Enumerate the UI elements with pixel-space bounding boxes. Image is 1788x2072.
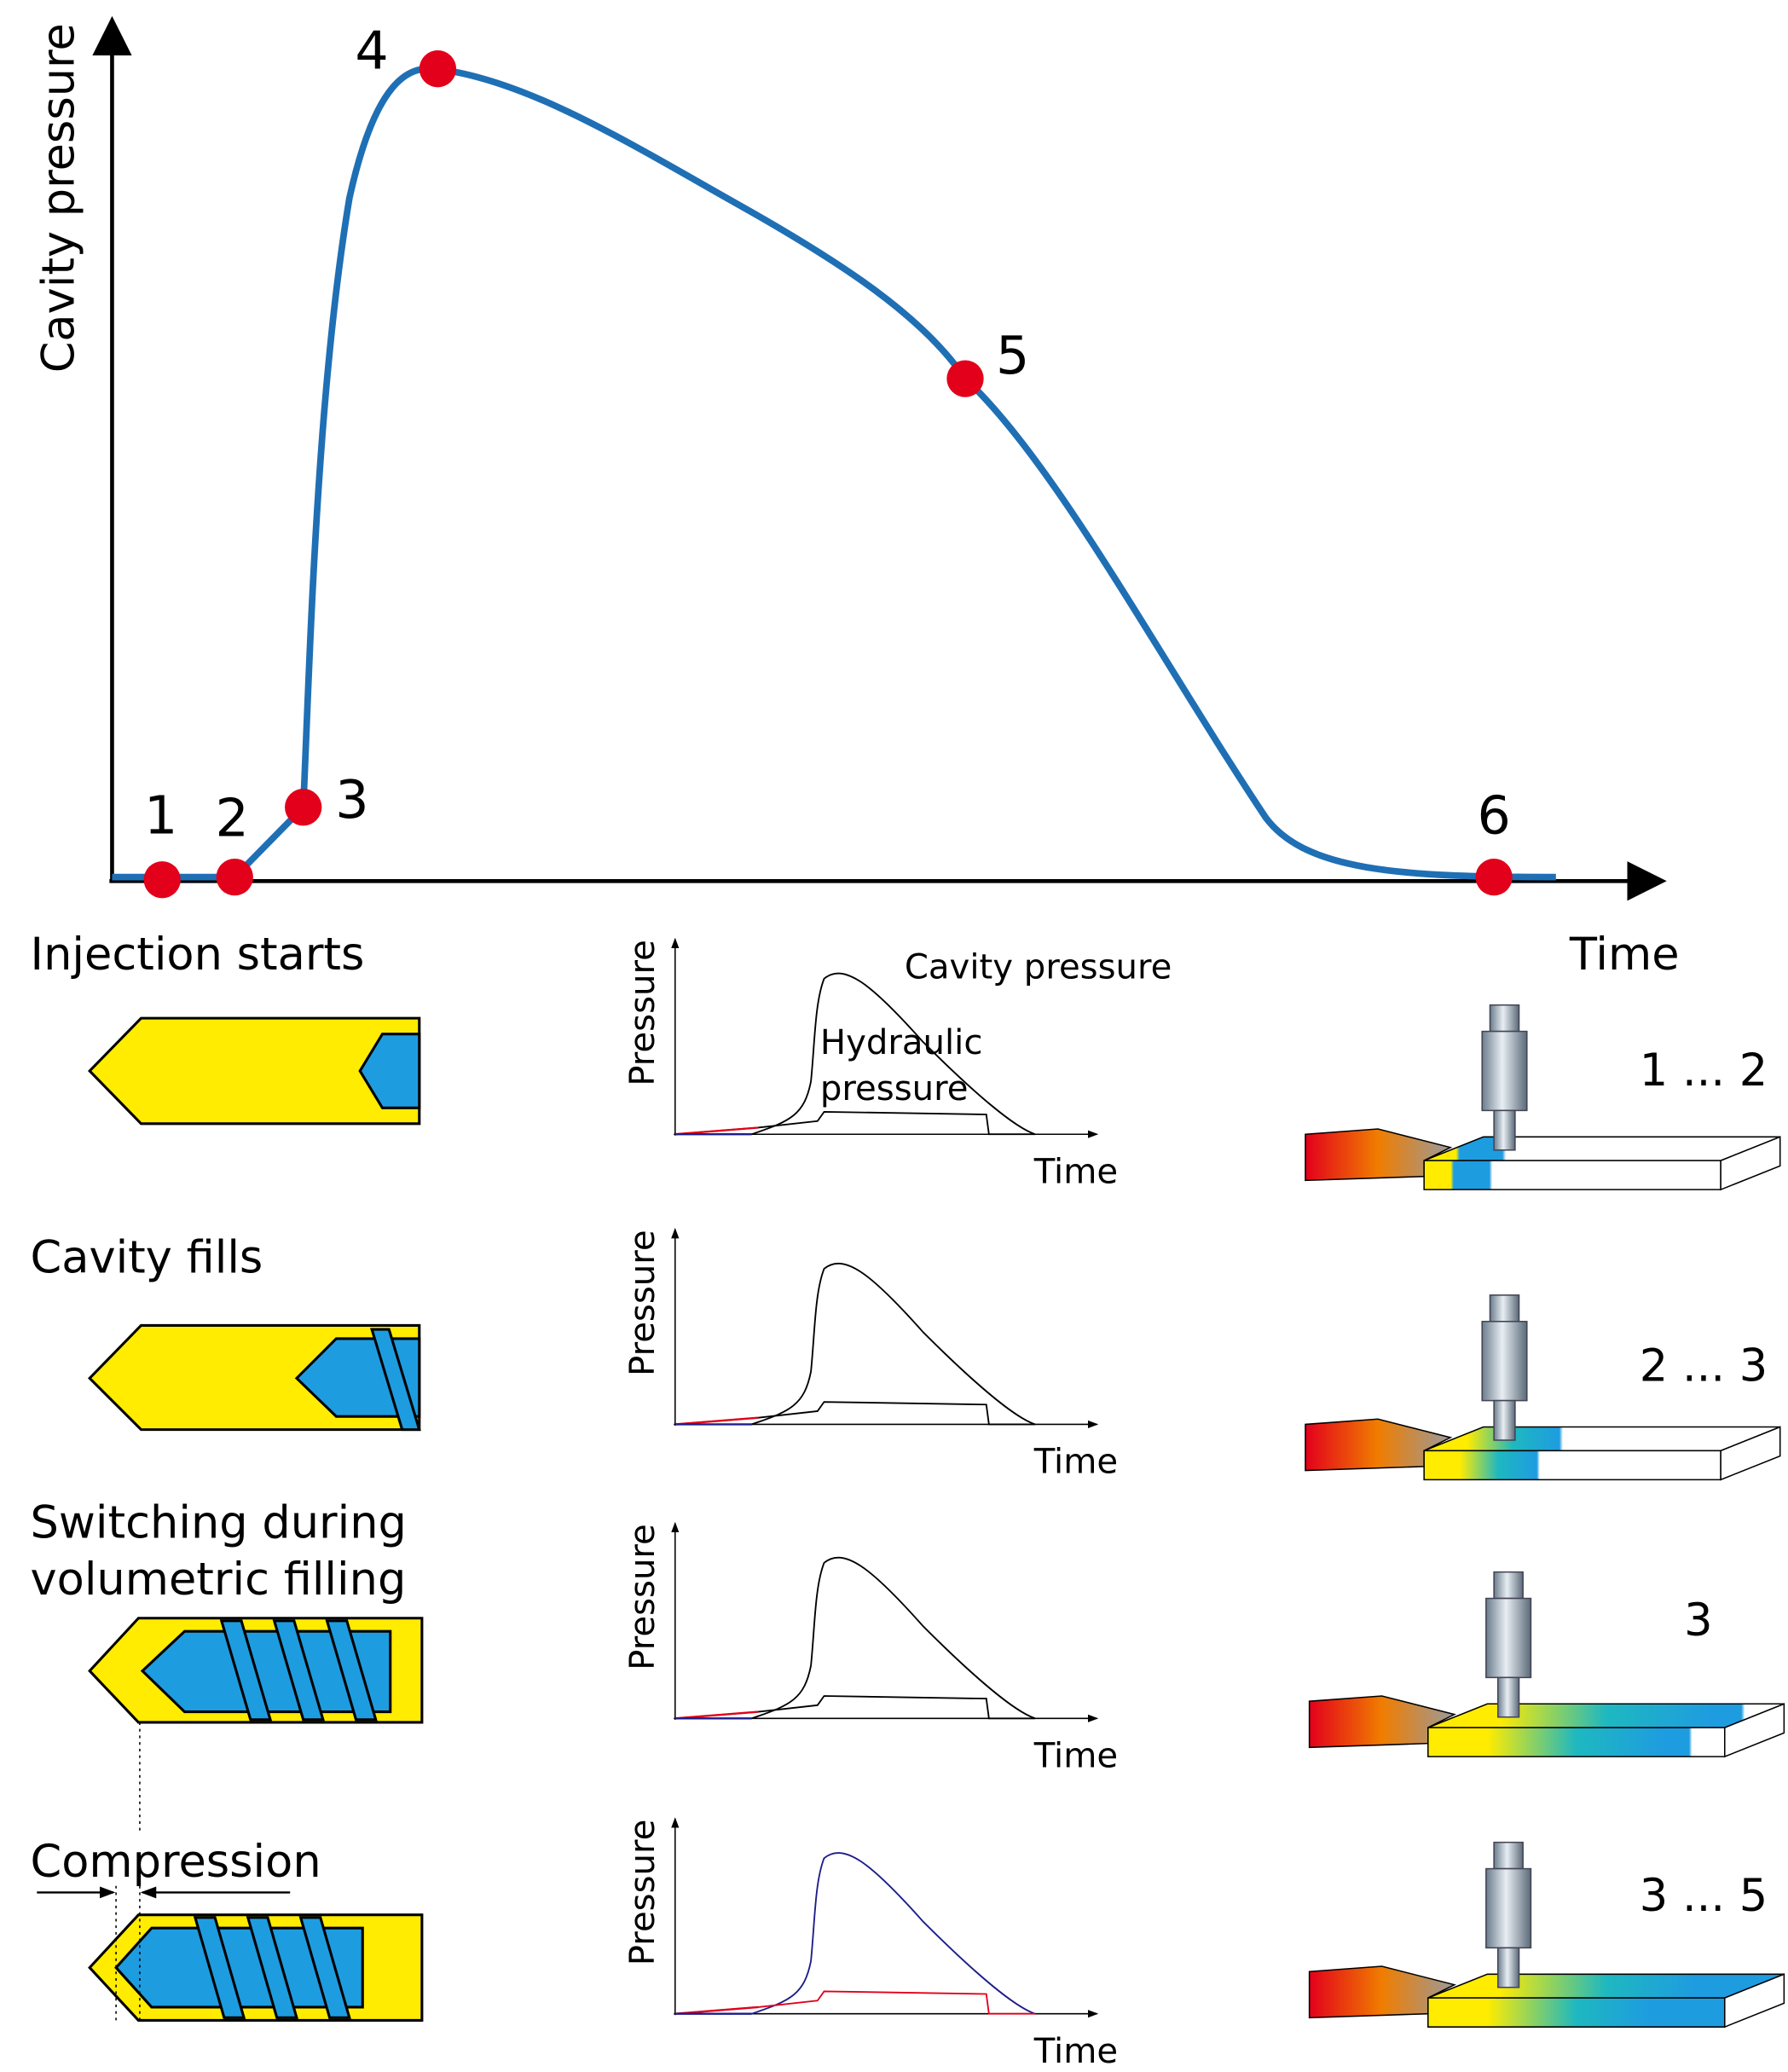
point-label: 1 bbox=[144, 785, 177, 847]
main-chart: Cavity pressure Time 1 2 3 4 5 6 bbox=[33, 20, 1680, 981]
diagram: Cavity pressure Time 1 2 3 4 5 6 Injecti… bbox=[0, 0, 1788, 2072]
y-axis-label: Pressure bbox=[623, 940, 663, 1086]
cavity-top bbox=[1424, 1427, 1780, 1451]
point-label: 2 bbox=[215, 788, 248, 849]
cavity-front bbox=[1424, 1160, 1721, 1189]
stage-label: Compression bbox=[31, 1836, 321, 1888]
cavity-front bbox=[1428, 1998, 1725, 2027]
sensor-tip bbox=[1494, 1110, 1515, 1149]
point-label: 6 bbox=[1477, 785, 1510, 847]
point bbox=[217, 859, 253, 895]
stage-label: Injection starts bbox=[31, 929, 365, 981]
sensor-body bbox=[1486, 1599, 1531, 1678]
sensor-head bbox=[1494, 1572, 1523, 1599]
stage-range: 1 ... 2 bbox=[1640, 1045, 1768, 1097]
stage-label: volumetric filling bbox=[31, 1554, 407, 1606]
point-label: 4 bbox=[355, 20, 388, 82]
point bbox=[946, 360, 983, 396]
y-axis-label: Pressure bbox=[623, 1524, 663, 1670]
sensor-tip bbox=[1498, 1677, 1519, 1716]
mold bbox=[1310, 1572, 1785, 1757]
sensor-body bbox=[1482, 1032, 1527, 1111]
point bbox=[144, 861, 181, 898]
sensor-head bbox=[1490, 1005, 1519, 1032]
sensor-body bbox=[1482, 1322, 1527, 1401]
body: Cavity pressure Time 1 2 3 4 5 6 Injecti… bbox=[0, 0, 1788, 2072]
mold bbox=[1305, 1005, 1780, 1190]
screw-4 bbox=[37, 1886, 422, 2021]
x-axis-label: Time bbox=[1033, 2032, 1118, 2071]
page: Cavity pressure phases {"main_chart": {"… bbox=[0, 0, 1788, 2072]
hydraulic-label: pressure bbox=[820, 1069, 969, 1108]
sensor-body bbox=[1486, 1869, 1531, 1948]
mini-chart: Pressure Time bbox=[623, 1523, 1118, 1775]
cavity-top bbox=[1424, 1137, 1780, 1160]
sensor-tip bbox=[1494, 1401, 1515, 1440]
point-label: 5 bbox=[996, 325, 1029, 386]
cavity-top bbox=[1428, 1704, 1785, 1728]
stage-range: 3 ... 5 bbox=[1640, 1870, 1768, 1922]
cavity-curve bbox=[675, 1853, 1035, 2014]
stage-range: 3 bbox=[1684, 1595, 1712, 1647]
x-axis-label: Time bbox=[1033, 1152, 1118, 1191]
cavity-label: Cavity pressure bbox=[905, 948, 1172, 987]
screw-2 bbox=[90, 1325, 420, 1429]
hydraulic-label: Hydraulic bbox=[820, 1023, 983, 1062]
cavity-front bbox=[1424, 1450, 1721, 1479]
sensor-head bbox=[1490, 1295, 1519, 1322]
screw-1 bbox=[90, 1018, 420, 1124]
x-axis-label: Time bbox=[1033, 1737, 1118, 1776]
pressure-curve bbox=[112, 68, 1555, 877]
cavity-curve bbox=[675, 1558, 1035, 1719]
sensor-head bbox=[1494, 1843, 1523, 1869]
screw-3 bbox=[90, 1618, 422, 1831]
y-axis-label: Cavity pressure bbox=[33, 23, 85, 373]
point bbox=[420, 50, 456, 87]
cavity-top bbox=[1428, 1974, 1785, 1998]
y-axis-label: Pressure bbox=[623, 1820, 663, 1966]
x-axis-label: Time bbox=[1569, 929, 1680, 981]
y-axis-label: Pressure bbox=[623, 1230, 663, 1376]
mini-chart: Pressure Time bbox=[623, 1230, 1118, 1482]
cavity-curve bbox=[675, 1264, 1035, 1425]
sensor-tip bbox=[1498, 1948, 1519, 1987]
stage-label: Cavity fills bbox=[31, 1232, 263, 1284]
stage-label: Switching during bbox=[31, 1496, 407, 1548]
point bbox=[1475, 859, 1512, 895]
point bbox=[285, 789, 321, 825]
stage-range: 2 ... 3 bbox=[1640, 1340, 1768, 1392]
mini-chart: Pressure Time bbox=[623, 1819, 1118, 2071]
cavity-front bbox=[1428, 1728, 1725, 1757]
x-axis-label: Time bbox=[1033, 1443, 1118, 1482]
point-label: 3 bbox=[335, 769, 368, 831]
